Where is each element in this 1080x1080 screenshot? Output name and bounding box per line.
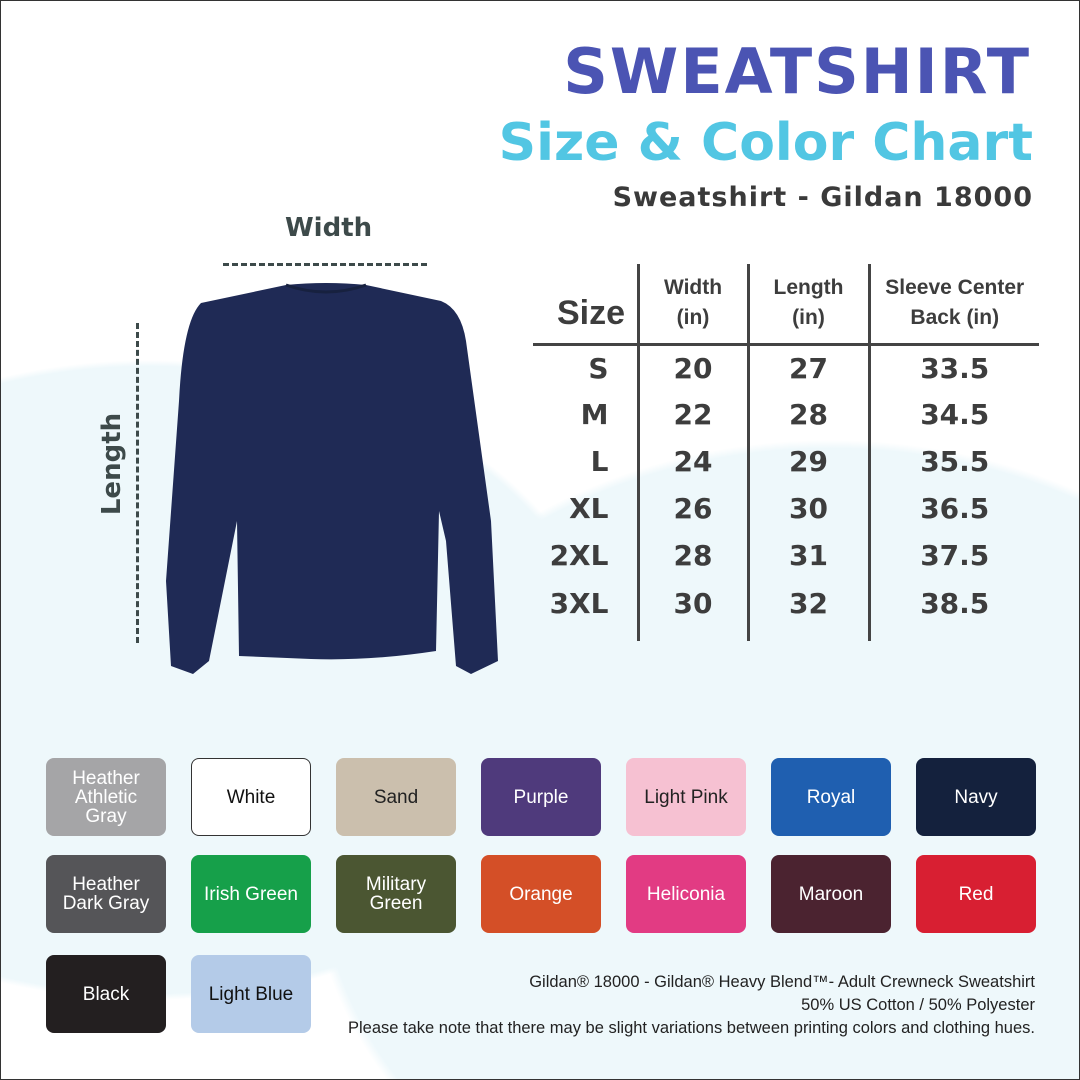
footer-material: 50% US Cotton / 50% Polyester <box>801 996 1035 1014</box>
sleeve-cell: 34.5 <box>867 391 1039 438</box>
table-header-row: Size Width (in) Length (in) Sleeve Cente… <box>533 264 1039 346</box>
color-swatch: Navy <box>916 758 1036 836</box>
length-cell: 29 <box>746 438 869 485</box>
color-name: Maroon <box>798 883 864 905</box>
length-cell: 30 <box>746 485 869 532</box>
footer-note: Please take note that there may be sligh… <box>348 1019 1035 1037</box>
length-dashed-line <box>136 323 139 643</box>
color-swatch: Heather Dark Gray <box>46 855 166 933</box>
size-cell: S <box>588 351 609 385</box>
size-cell: M <box>580 398 609 431</box>
color-swatch: White <box>191 758 311 836</box>
table-row: XL 26 30 36.5 <box>533 485 1039 532</box>
length-cell: 32 <box>746 579 869 641</box>
color-name: White <box>226 786 276 808</box>
width-cell: 24 <box>636 438 748 485</box>
header-sleeve: Sleeve Center Back (in) <box>867 264 1039 346</box>
length-cell: 28 <box>746 391 869 438</box>
sleeve-cell: 36.5 <box>867 485 1039 532</box>
color-swatch: Heliconia <box>626 855 746 933</box>
width-cell: 26 <box>636 485 748 532</box>
table-row: S 20 27 33.5 <box>533 344 1039 391</box>
color-swatch: Heather Athletic Gray <box>46 758 166 836</box>
color-name: Military Green <box>365 874 427 914</box>
table-row: L 24 29 35.5 <box>533 438 1039 485</box>
length-cell: 31 <box>746 532 869 579</box>
color-name: Sand <box>373 786 419 808</box>
color-swatch: Light Pink <box>626 758 746 836</box>
color-swatch: Orange <box>481 855 601 933</box>
color-name: Irish Green <box>204 883 298 905</box>
footer-product: Gildan® 18000 - Gildan® Heavy Blend™- Ad… <box>529 973 1035 991</box>
color-name: Light Pink <box>644 786 728 808</box>
width-cell: 30 <box>636 579 748 641</box>
width-cell: 22 <box>636 391 748 438</box>
table-row: 3XL 30 32 38.5 <box>533 579 1039 641</box>
page-subtitle: Size & Color Chart <box>498 113 1033 173</box>
length-cell: 27 <box>746 344 869 391</box>
product-model: Sweatshirt - Gildan 18000 <box>612 182 1033 213</box>
header-size: Size <box>533 264 638 346</box>
color-name: Red <box>958 883 994 905</box>
header-width: Width (in) <box>636 264 748 346</box>
sleeve-cell: 38.5 <box>867 579 1039 641</box>
color-swatch: Purple <box>481 758 601 836</box>
color-swatch: Military Green <box>336 855 456 933</box>
color-name: Royal <box>806 786 856 808</box>
color-name: Navy <box>954 786 998 808</box>
sleeve-cell: 37.5 <box>867 532 1039 579</box>
size-cell: L <box>590 445 609 478</box>
color-swatch: Light Blue <box>191 955 311 1033</box>
size-cell: 3XL <box>549 587 609 620</box>
sleeve-cell: 35.5 <box>867 438 1039 485</box>
color-swatch: Maroon <box>771 855 891 933</box>
page-title: SWEATSHIRT <box>563 35 1031 108</box>
sweatshirt-image <box>166 283 498 674</box>
color-name: Heliconia <box>646 883 726 905</box>
size-table: Size Width (in) Length (in) Sleeve Cente… <box>533 264 1039 641</box>
color-swatch: Irish Green <box>191 855 311 933</box>
color-swatch: Royal <box>771 758 891 836</box>
size-cell: 2XL <box>549 539 609 572</box>
width-cell: 20 <box>636 344 748 391</box>
color-swatch: Red <box>916 855 1036 933</box>
size-cell: XL <box>569 492 609 525</box>
sleeve-cell: 33.5 <box>867 344 1039 391</box>
width-label: Width <box>285 213 373 243</box>
header-length: Length (in) <box>746 264 869 346</box>
color-name: Heather Dark Gray <box>62 874 150 914</box>
color-swatch: Black <box>46 955 166 1033</box>
color-swatch: Sand <box>336 758 456 836</box>
table-row: 2XL 28 31 37.5 <box>533 532 1039 579</box>
color-name: Heather Athletic Gray <box>72 767 140 827</box>
color-name: Light Blue <box>208 983 294 1005</box>
width-dashed-line <box>223 263 427 266</box>
color-name: Black <box>82 983 130 1005</box>
color-name: Purple <box>513 786 569 808</box>
color-name: Orange <box>509 883 573 905</box>
width-cell: 28 <box>636 532 748 579</box>
length-label: Length <box>97 412 128 516</box>
table-row: M 22 28 34.5 <box>533 391 1039 438</box>
